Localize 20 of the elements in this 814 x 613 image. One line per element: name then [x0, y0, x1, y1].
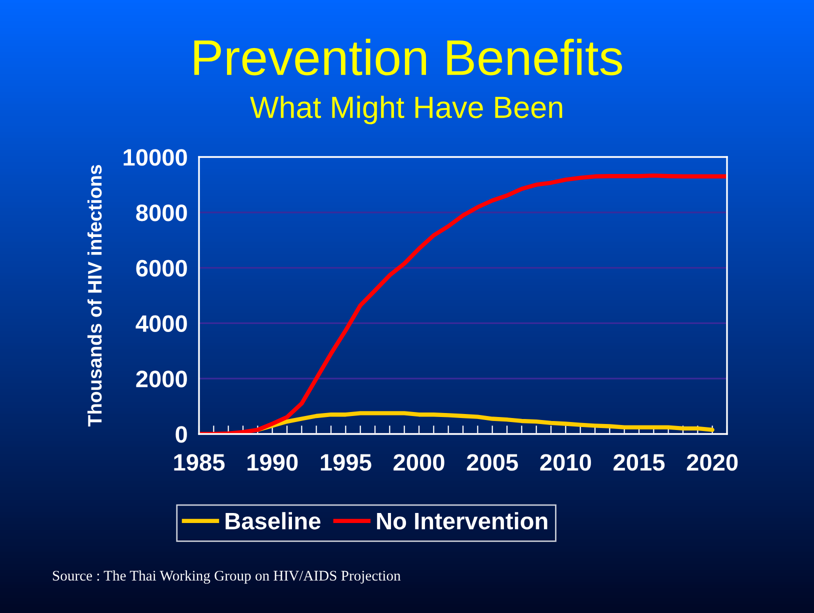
x-tick-label: 2010 — [540, 454, 591, 471]
x-tick-label: 2020 — [686, 454, 738, 471]
source-note: Source : The Thai Working Group on HIV/AIDS Projection — [52, 570, 401, 584]
x-tick-label: 2000 — [394, 454, 444, 471]
x-tick-label: 1995 — [320, 454, 372, 471]
x-tick-label: 1985 — [174, 454, 225, 471]
y-tick-label: 8000 — [136, 204, 187, 222]
legend-label: No Intervention — [377, 512, 548, 530]
y-tick-label: 0 — [176, 426, 187, 443]
x-tick-label: 2015 — [614, 454, 665, 471]
legend-label: Baseline — [226, 512, 320, 530]
y-tick-label: 6000 — [136, 260, 187, 277]
chart-title: Prevention Benefits — [194, 38, 622, 76]
x-tick-label: 2005 — [466, 454, 518, 471]
chart-subtitle: What Might Have Been — [250, 96, 562, 124]
y-tick-label: 4000 — [136, 315, 187, 332]
y-tick-label: 10000 — [124, 149, 187, 166]
y-axis-title: Thousands of HIV infections — [87, 165, 102, 427]
x-tick-label: 1990 — [248, 454, 298, 471]
y-tick-label: 2000 — [136, 370, 187, 388]
